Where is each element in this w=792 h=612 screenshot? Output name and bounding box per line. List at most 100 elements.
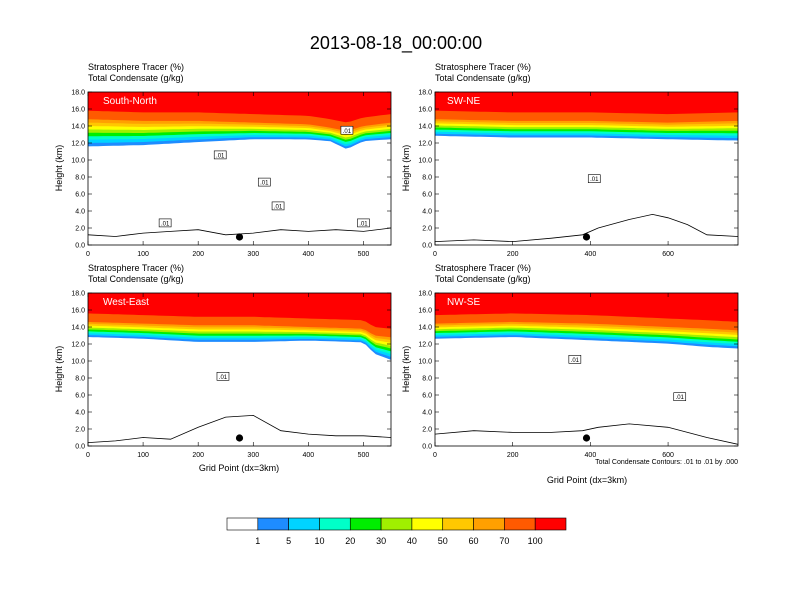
y-tick-label: 2.0: [75, 226, 85, 233]
contour-label-box: [340, 125, 354, 135]
y-tick-label: 14.0: [71, 325, 85, 332]
contour-label: .01: [676, 395, 685, 401]
y-axis-label: Height (km): [54, 346, 64, 393]
y-tick-label: 8.0: [422, 175, 432, 182]
x-tick-label: 100: [137, 251, 149, 258]
x-tick-label: 300: [247, 251, 259, 258]
x-tick-label: 500: [358, 251, 370, 258]
location-marker: [582, 233, 591, 241]
y-tick-label: 16.0: [418, 107, 432, 114]
y-tick-label: 4.0: [75, 410, 85, 417]
colorbar-label: 20: [345, 536, 355, 546]
panel-nw-se: Stratosphere Tracer (%) Total Condensate…: [401, 263, 739, 485]
terrain-line: [88, 414, 391, 443]
y-tick-label: 4.0: [422, 209, 432, 216]
panel-west-east: Stratosphere Tracer (%) Total Condensate…: [54, 263, 392, 473]
y-tick-label: 12.0: [71, 141, 85, 148]
colorbar-swatch: [473, 517, 505, 531]
colorbar-swatch: [226, 517, 259, 531]
terrain-line: [435, 213, 738, 243]
plot-area: .01 0.0 2.0 4.0 6.0 8.0 10.0 12.0 14.0 16.0 18.0 0 2…: [418, 90, 739, 258]
y-tick-label: 6.0: [422, 393, 432, 400]
contour-label-box: [158, 218, 172, 228]
x-tick-label: 200: [507, 452, 519, 459]
contour-note: Total Condensate Contours: .01 to .01 by…: [595, 459, 738, 466]
y-tick-label: 8.0: [75, 376, 85, 383]
x-tick-label: 0: [86, 452, 90, 459]
contour-label: .01: [359, 221, 368, 227]
y-tick-label: 10.0: [418, 158, 432, 165]
panel-sw-ne: Stratosphere Tracer (%) Total Condensate…: [401, 62, 739, 258]
colorbar-label: 1: [255, 536, 260, 546]
y-tick-label: 10.0: [418, 359, 432, 366]
y-tick-label: 10.0: [71, 158, 85, 165]
x-axis-label: Grid Point (dx=3km): [547, 475, 627, 485]
x-tick-label: 400: [585, 251, 597, 258]
y-tick-label: 4.0: [422, 410, 432, 417]
y-tick-label: 12.0: [418, 141, 432, 148]
x-tick-label: 200: [192, 452, 204, 459]
y-tick-label: 16.0: [71, 308, 85, 315]
y-tick-label: 6.0: [75, 393, 85, 400]
y-axis-label: Height (km): [401, 346, 411, 393]
colorbar-label: 40: [407, 536, 417, 546]
location-marker: [235, 233, 244, 241]
contour-label-box: [357, 218, 370, 228]
y-tick-label: 2.0: [422, 226, 432, 233]
contour-label: .01: [343, 129, 352, 135]
y-tick-label: 14.0: [418, 325, 432, 332]
x-tick-label: 600: [662, 452, 674, 459]
colorbar-swatch: [442, 517, 474, 531]
x-tick-label: 200: [507, 251, 519, 258]
x-tick-label: 200: [192, 251, 204, 258]
colorbar-label: 10: [314, 536, 324, 546]
panel-south-north: Stratosphere Tracer (%) Total Condensate…: [54, 62, 392, 258]
contour-label-box: [568, 354, 582, 364]
colorbar-label: 60: [469, 536, 479, 546]
y-tick-label: 12.0: [418, 342, 432, 349]
colorbar-label: 50: [438, 536, 448, 546]
tracer-band-0: [435, 92, 738, 115]
panel-header-line1: Stratosphere Tracer (%): [435, 62, 531, 72]
colorbar-label: 30: [376, 536, 386, 546]
plot-frame: [434, 91, 739, 246]
figure-title: 2013-08-18_00:00:00: [310, 33, 482, 54]
x-tick-label: 400: [303, 452, 315, 459]
colorbar-label: 5: [286, 536, 291, 546]
colorbar-label: 100: [528, 536, 543, 546]
panel-header-line2: Total Condensate (g/kg): [435, 73, 531, 83]
panel-name: SW-NE: [447, 96, 480, 107]
tracer-band-0: [435, 293, 738, 322]
colorbar-swatch: [380, 517, 413, 531]
x-tick-label: 400: [585, 452, 597, 459]
plot-area: .01 .01 0.0 2.0 4.0 6.0 8.0 10.0 12.0 14.0 16.0 18.…: [418, 291, 739, 459]
contour-label: .01: [219, 375, 228, 381]
y-tick-label: 0.0: [75, 444, 85, 451]
colorbar-swatch: [349, 517, 382, 531]
location-marker: [235, 434, 244, 442]
colorbar-label: 70: [499, 536, 509, 546]
contour-label: .01: [274, 204, 283, 210]
contour-label-box: [673, 392, 687, 402]
y-axis-label: Height (km): [54, 145, 64, 192]
plot-area: .01 0.0 2.0 4.0 6.0 8.0 10.0 12.0 14.0 16.0 18.0 0 1…: [71, 291, 392, 459]
contour-label-box: [216, 371, 230, 381]
contour-label: .01: [216, 153, 225, 159]
panel-header-line1: Stratosphere Tracer (%): [88, 263, 184, 273]
tracer-band-0: [88, 293, 391, 329]
colorbar-swatch: [504, 517, 536, 531]
x-tick-label: 0: [86, 251, 90, 258]
y-tick-label: 6.0: [75, 192, 85, 199]
x-axis-label: Grid Point (dx=3km): [199, 463, 279, 473]
y-tick-label: 0.0: [422, 444, 432, 451]
x-tick-label: 100: [137, 452, 149, 459]
panel-header-line1: Stratosphere Tracer (%): [435, 263, 531, 273]
y-tick-label: 0.0: [422, 243, 432, 250]
panel-name: NW-SE: [447, 297, 480, 308]
x-tick-label: 0: [433, 251, 437, 258]
contour-label: .01: [161, 221, 170, 227]
y-tick-label: 18.0: [418, 291, 432, 298]
y-tick-label: 8.0: [422, 376, 432, 383]
plot-frame: [434, 292, 739, 447]
